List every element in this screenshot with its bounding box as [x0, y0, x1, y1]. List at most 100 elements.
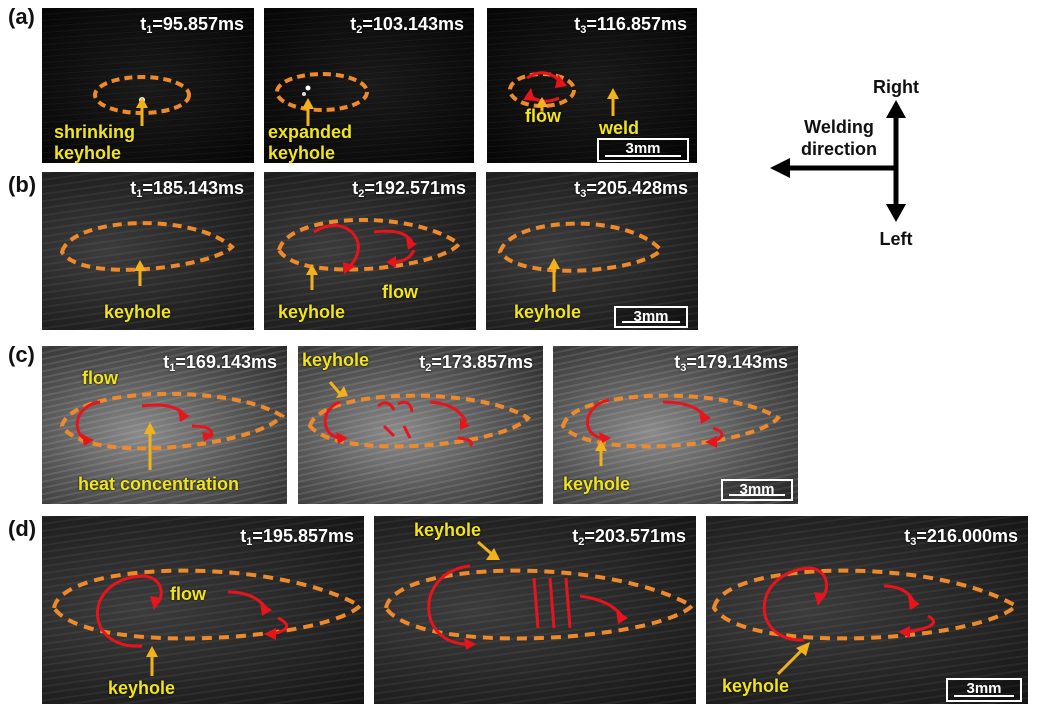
frame-c2: t2=173.857ms keyhole [298, 346, 543, 504]
annotation-arrowhead [607, 88, 619, 99]
direction-left-label: Left [879, 229, 913, 249]
flow-arrowhead [260, 602, 272, 616]
flow-arrow [227, 590, 268, 609]
overlay-d3 [711, 566, 1020, 676]
frame-a1: t1=95.857ms shrinking keyhole [42, 8, 254, 163]
annotation-arrowhead [336, 386, 348, 398]
flow-arrow [548, 577, 556, 629]
flow-arrowhead [406, 238, 417, 250]
overlay-c1 [59, 391, 285, 470]
annotation-keyhole: keyhole [722, 676, 790, 696]
flow-arrow [141, 403, 186, 416]
flow-arrowhead [814, 592, 826, 606]
annotation-flow: flow [382, 282, 418, 302]
direction-arrows [770, 100, 906, 222]
annotation-keyhole: keyhole [514, 302, 582, 322]
annotation-keyhole: keyhole [104, 302, 172, 322]
annotation-flow: flow [82, 368, 118, 388]
frame-b3: t3=205.428ms keyhole 3mm [486, 172, 698, 330]
frame-b2: t2=192.571ms keyhole flow [264, 172, 476, 330]
timestamp-label: t1=195.857ms [240, 526, 354, 548]
melt-pool-outline [307, 393, 532, 449]
annotation-flow: flow [525, 106, 561, 126]
annotation-arrowhead [536, 97, 548, 107]
frame-a2: t2=103.143ms expanded keyhole [264, 8, 474, 163]
annotation-expanded-keyhole: expanded keyhole [268, 122, 353, 163]
annotation-keyhole: keyhole [278, 302, 346, 322]
scale-bar: 3mm [946, 678, 1022, 702]
timestamp-label: t1=185.143ms [130, 178, 244, 200]
flow-arrow [373, 229, 414, 243]
melt-pool-outline [711, 568, 1020, 641]
annotation-arrowhead [134, 260, 146, 271]
flow-arrow [526, 71, 563, 84]
timestamp-label: t1=169.143ms [163, 352, 277, 374]
flow-arrow [75, 400, 101, 442]
overlay-d2 [383, 540, 696, 650]
melt-pool-outline [275, 72, 369, 112]
flow-arrowhead [898, 626, 910, 638]
scale-bar: 3mm [597, 138, 689, 162]
flow-arrowhead [264, 628, 276, 640]
annotation-arrowhead [136, 97, 148, 108]
flow-arrow [427, 564, 471, 646]
flow-arrow [96, 574, 147, 648]
timestamp-label: t1=95.857ms [140, 14, 244, 36]
keyhole-spot [305, 85, 311, 91]
timestamp-label: t2=103.143ms [350, 14, 464, 36]
frame-c1: t1=169.143ms flow heat concentration [42, 346, 287, 504]
flow-arrow [313, 224, 360, 269]
flow-arrowhead [464, 638, 476, 650]
annotation-arrowhead [302, 98, 314, 109]
overlay-a1 [93, 75, 191, 126]
flow-arrowhead [178, 409, 190, 422]
timestamp-label: t3=116.857ms [574, 14, 687, 36]
flow-arrow [564, 577, 572, 629]
annotation-arrow [776, 646, 806, 676]
flow-arrow [532, 577, 540, 629]
scale-bar: 3mm [614, 306, 688, 328]
annotation-arrowhead [595, 440, 607, 451]
flow-arrowhead [336, 432, 348, 444]
spatter-spot [302, 92, 306, 96]
annotation-keyhole: keyhole [302, 350, 370, 370]
flow-arrowhead [386, 256, 396, 268]
overlay-b1 [59, 221, 235, 286]
overlay-c3 [560, 393, 782, 466]
flow-arrow [662, 400, 707, 418]
frame-d3: t3=216.000ms keyhole 3mm [706, 516, 1028, 704]
overlay-b2 [276, 217, 462, 290]
arrow-up-head [886, 100, 906, 118]
annotation-keyhole: keyhole [108, 678, 176, 698]
timestamp-label: t2=173.857ms [419, 352, 533, 374]
timestamp-label: t3=216.000ms [904, 526, 1018, 548]
annotation-flow: flow [170, 584, 206, 604]
row-label-b: (b) [8, 172, 37, 197]
direction-diagram: Right Welding direction Left [760, 70, 960, 250]
flow-arrow [377, 401, 396, 411]
flow-arrowhead [460, 418, 470, 430]
flow-arrow [579, 594, 624, 617]
flow-arrowhead [343, 262, 356, 274]
flow-arrow [905, 614, 935, 634]
scale-bar: 3mm [721, 479, 793, 501]
annotation-weld: weld [599, 118, 640, 138]
flow-arrowhead [908, 596, 920, 610]
timestamp-label: t3=179.143ms [674, 352, 788, 374]
welding-direction-label: Welding direction [800, 117, 877, 159]
melt-pool-outline [51, 568, 364, 641]
overlay-c2 [307, 381, 532, 449]
frame-c3: t3=179.143ms keyhole 3mm [553, 346, 798, 504]
annotation-arrowhead [548, 258, 560, 269]
flow-arrowhead [699, 410, 711, 424]
annotation-arrowhead [144, 422, 156, 434]
row-label-c: (c) [8, 342, 35, 367]
timestamp-label: t3=205.428ms [574, 178, 688, 200]
annotation-shrinking-keyhole: shrinking keyhole [54, 122, 136, 163]
welding-direction-head [770, 158, 790, 178]
annotation-arrowhead [796, 642, 810, 656]
overlay-b3 [497, 221, 664, 292]
melt-pool-outline [59, 391, 285, 451]
annotation-arrowhead [486, 548, 500, 560]
overlay-a2 [275, 72, 369, 126]
